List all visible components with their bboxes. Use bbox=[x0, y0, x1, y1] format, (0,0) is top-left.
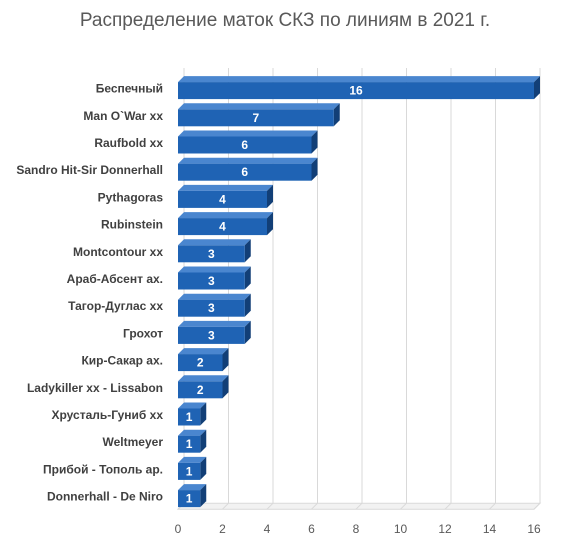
data-label: 3 bbox=[208, 328, 215, 342]
data-label: 4 bbox=[219, 220, 226, 234]
data-label: 1 bbox=[186, 492, 193, 506]
bar-end bbox=[200, 429, 207, 453]
bar-top bbox=[178, 456, 207, 463]
bar-top bbox=[178, 76, 540, 83]
bar-end bbox=[534, 76, 540, 100]
category-label: Rubinstein bbox=[101, 218, 163, 232]
gridline-floor bbox=[222, 502, 229, 510]
bar-top bbox=[178, 130, 318, 137]
category-label: Тагор-Дуглас хх bbox=[68, 299, 163, 313]
category-label: Weltmeyer bbox=[103, 435, 164, 449]
category-label: Man O`War xx bbox=[83, 109, 163, 123]
x-tick-label: 4 bbox=[264, 522, 271, 536]
category-label: Montcontour xx bbox=[73, 245, 163, 259]
bar bbox=[178, 272, 245, 290]
data-label: 1 bbox=[186, 410, 193, 424]
bar bbox=[178, 109, 334, 127]
bar-end bbox=[267, 212, 273, 236]
x-tick-label: 8 bbox=[353, 522, 360, 536]
bar-end bbox=[244, 266, 251, 290]
x-tick-label: 0 bbox=[175, 522, 182, 536]
bar-top bbox=[178, 402, 207, 409]
x-tick-label: 6 bbox=[308, 522, 315, 536]
gridline-floor bbox=[266, 502, 274, 510]
category-label: Беспечный bbox=[96, 82, 163, 96]
data-label: 6 bbox=[241, 138, 248, 152]
bar bbox=[178, 136, 312, 154]
data-label: 6 bbox=[241, 165, 248, 179]
bar-top bbox=[178, 157, 318, 164]
data-label: 1 bbox=[186, 437, 193, 451]
bar bbox=[178, 490, 201, 508]
gridline-floor bbox=[489, 502, 496, 510]
bar bbox=[178, 163, 312, 181]
x-tick-label: 14 bbox=[483, 522, 497, 536]
gridline-floor bbox=[444, 502, 452, 510]
category-label: Raufbold xx bbox=[94, 136, 163, 150]
x-tick-label: 16 bbox=[527, 522, 541, 536]
bar-top bbox=[178, 184, 273, 191]
data-label: 4 bbox=[219, 192, 226, 206]
bar bbox=[178, 190, 267, 208]
bar bbox=[178, 381, 223, 399]
bar-end bbox=[200, 402, 207, 426]
bar-top bbox=[178, 375, 229, 382]
category-label: Sandro Hit-Sir Donnerhall bbox=[16, 163, 163, 177]
data-label: 2 bbox=[197, 383, 204, 397]
bar-top bbox=[178, 103, 340, 110]
bar-end bbox=[200, 456, 207, 480]
bar-end bbox=[244, 320, 251, 344]
bar bbox=[178, 218, 267, 236]
data-label: 3 bbox=[208, 274, 215, 288]
category-label: Прибой - Тополь ар. bbox=[43, 462, 163, 476]
bar-top bbox=[178, 293, 251, 300]
bar bbox=[178, 435, 201, 453]
data-label: 1 bbox=[186, 464, 193, 478]
bar bbox=[178, 462, 201, 480]
data-label: 3 bbox=[208, 247, 215, 261]
bar-end bbox=[244, 293, 251, 317]
category-label: Donnerhall - De Niro bbox=[47, 490, 163, 504]
bar-top bbox=[178, 212, 273, 219]
bar bbox=[178, 408, 201, 426]
data-label: 7 bbox=[253, 111, 260, 125]
x-tick-label: 2 bbox=[219, 522, 226, 536]
bar-top bbox=[178, 484, 207, 491]
x-tick-label: 12 bbox=[438, 522, 452, 536]
bar-end bbox=[333, 103, 340, 127]
bar-end bbox=[200, 484, 207, 508]
bar-end bbox=[222, 375, 229, 399]
category-label: Хрусталь-Гуниб хх bbox=[51, 408, 163, 422]
bar-top bbox=[178, 348, 229, 355]
bar-end bbox=[244, 239, 251, 263]
bar-end bbox=[311, 157, 318, 181]
bar-top bbox=[178, 429, 207, 436]
bar-top bbox=[178, 320, 251, 327]
x-tick-label: 10 bbox=[394, 522, 408, 536]
data-label: 3 bbox=[208, 301, 215, 315]
category-label: Араб-Абсент ах. bbox=[67, 272, 163, 286]
gridline-floor bbox=[400, 502, 407, 510]
bar bbox=[178, 82, 534, 100]
bar bbox=[178, 245, 245, 263]
category-label: Pythagoras bbox=[98, 190, 164, 204]
bar bbox=[178, 354, 223, 372]
bar-top bbox=[178, 266, 251, 273]
gridline-floor bbox=[533, 502, 541, 510]
bar-end bbox=[311, 130, 318, 154]
chart-title: Распределение маток СКЗ по линиям в 2021… bbox=[79, 10, 491, 31]
bar-top bbox=[178, 239, 251, 246]
bar bbox=[178, 326, 245, 344]
category-label: Кир-Сакар ах. bbox=[81, 354, 163, 368]
bar-end bbox=[222, 348, 229, 372]
bar bbox=[178, 299, 245, 317]
data-label: 2 bbox=[197, 356, 204, 370]
category-label: Грохот bbox=[123, 326, 163, 340]
bar-end bbox=[267, 184, 273, 208]
gridline-floor bbox=[355, 502, 363, 510]
data-label: 16 bbox=[349, 84, 363, 98]
gridline-floor bbox=[311, 502, 318, 510]
category-label: Ladykiller xx - Lissabon bbox=[27, 381, 163, 395]
